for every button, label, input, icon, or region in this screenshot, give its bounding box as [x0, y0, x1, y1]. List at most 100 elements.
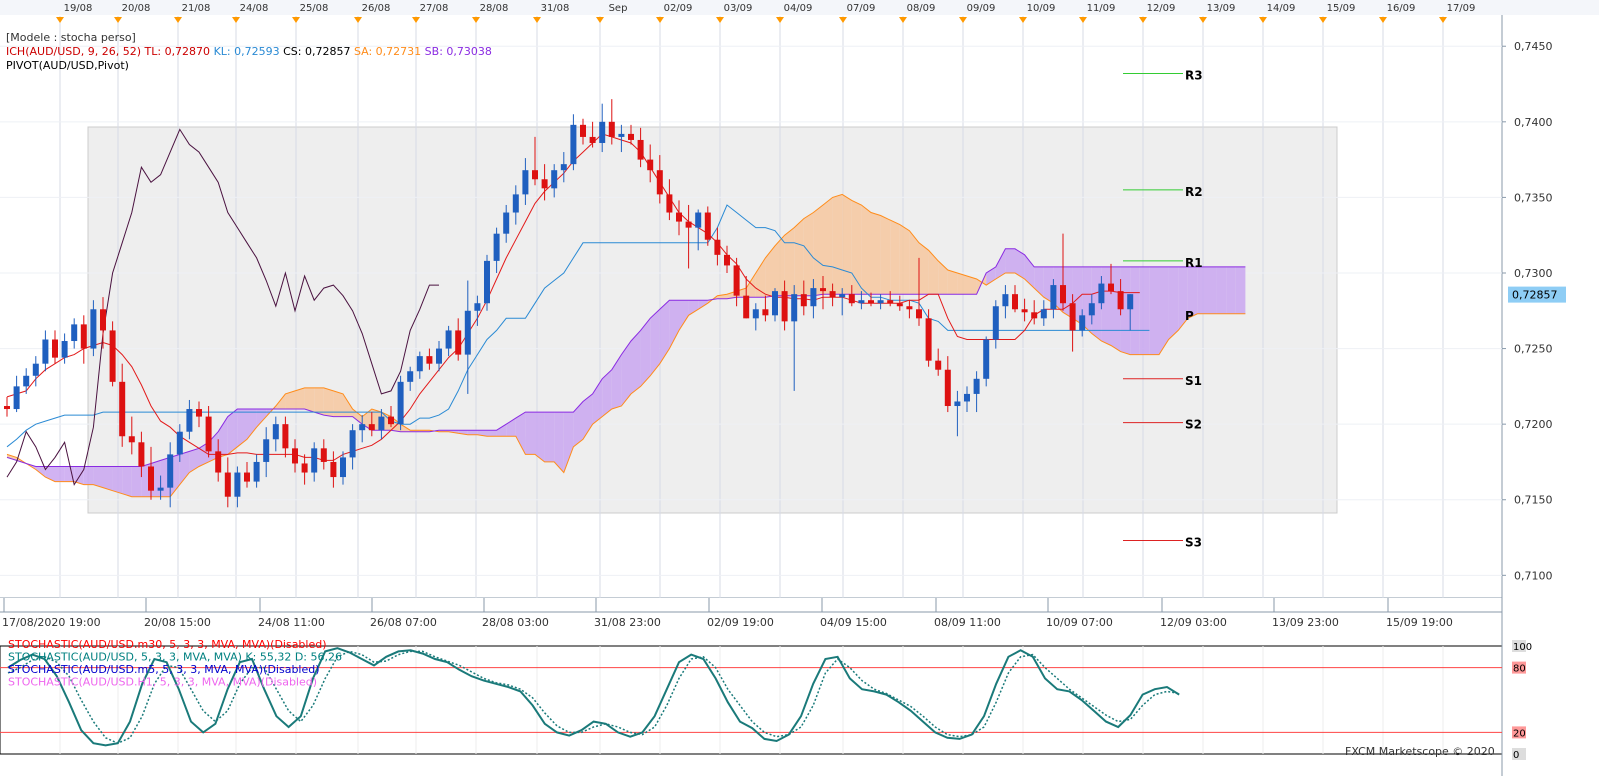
cloud-segment	[813, 204, 823, 296]
candle-body	[349, 430, 356, 458]
cloud-segment	[227, 409, 238, 455]
candle-body	[464, 310, 471, 355]
date-marker-icon	[1079, 17, 1087, 23]
cloud-segment	[986, 266, 996, 286]
candle	[397, 375, 404, 431]
top-date-label: 13/09	[1207, 3, 1236, 14]
cloud-segment	[880, 215, 891, 295]
stoch-tick-label: 0	[1513, 750, 1519, 761]
candle-body	[1108, 283, 1114, 292]
candle	[810, 279, 817, 319]
candle	[61, 333, 68, 364]
pivot-label-r1: R1	[1185, 256, 1203, 270]
candle-body	[628, 133, 634, 140]
candle	[282, 416, 289, 458]
legend-item: TL: 0,72870	[144, 45, 214, 58]
date-marker-icon	[839, 17, 847, 23]
cloud-segment	[112, 466, 123, 494]
candle	[685, 204, 692, 269]
pivot-label-s2: S2	[1185, 418, 1202, 432]
cloud-segment	[496, 424, 507, 437]
cloud-segment	[458, 430, 468, 435]
candle-body	[560, 164, 567, 171]
cloud-segment	[1178, 266, 1188, 331]
candle-body	[829, 291, 836, 298]
current-price-badge	[1508, 286, 1566, 303]
legend-item: CS: 0,72857	[283, 45, 354, 58]
candle-body	[23, 375, 30, 387]
candle	[1069, 294, 1076, 352]
price-tick-label: 0,7350	[1514, 191, 1553, 204]
model-label: [Modele : stocha perso]	[6, 31, 136, 44]
candle	[1079, 309, 1086, 337]
date-marker-icon	[776, 17, 784, 23]
stochastic-panel: STOCHASTIC(AUD/USD.m30, 5, 3, 3, MVA, MV…	[0, 638, 1532, 761]
candle-body	[4, 406, 10, 410]
cloud-segment	[1024, 254, 1035, 289]
senkou-span-a-line	[6, 193, 1246, 498]
cloud-segment	[1101, 266, 1111, 346]
candle	[800, 280, 807, 316]
pivot-label-s3: S3	[1185, 536, 1202, 550]
candle	[560, 152, 567, 183]
candle-body	[541, 179, 548, 189]
time-axis-strip	[0, 598, 1502, 612]
pivot-levels: R3 R2 R1 P S1 S2 S3	[1123, 68, 1203, 550]
candle-body	[743, 295, 750, 319]
date-marker-icon	[1439, 17, 1447, 23]
cloud-segment	[823, 197, 833, 295]
top-date-label: 24/08	[240, 3, 269, 14]
price-tick-label: 0,7300	[1514, 267, 1553, 280]
candle	[666, 179, 673, 221]
candle-body	[90, 309, 97, 349]
candle-body	[320, 448, 327, 462]
candle-body	[1060, 285, 1066, 304]
cloud-segment	[947, 269, 958, 295]
candle	[1117, 279, 1124, 316]
top-date-label: 09/09	[967, 3, 996, 14]
cloud-segment	[775, 235, 785, 296]
stoch-k-line	[7, 647, 1180, 747]
candle-body	[800, 294, 807, 307]
candle-body	[42, 339, 49, 364]
candle-body	[906, 306, 913, 310]
price-tick-label: 0,7150	[1514, 494, 1553, 507]
stochastic-frame	[0, 645, 1503, 755]
date-marker-icon	[114, 17, 122, 23]
candle-body	[1031, 312, 1038, 319]
candle	[983, 336, 990, 387]
time-label: 28/08 03:00	[482, 616, 549, 629]
candle-body	[32, 363, 39, 376]
date-marker-icon	[716, 17, 724, 23]
cloud-segment	[487, 430, 497, 437]
candle-body	[1069, 303, 1076, 331]
candle	[493, 227, 500, 273]
legend-item: SB: 0,73038	[425, 45, 492, 58]
date-marker-icon	[1199, 17, 1207, 23]
candle	[42, 330, 49, 372]
candle-body	[426, 356, 433, 364]
candle	[311, 442, 318, 482]
cloud-segment	[131, 466, 142, 497]
candle-body	[676, 212, 682, 222]
candle	[224, 457, 231, 508]
candle	[186, 399, 193, 440]
price-tick-label: 0,7200	[1514, 418, 1553, 431]
candle-body	[128, 436, 135, 443]
cloud-segment	[1159, 266, 1169, 355]
cloud-segment	[304, 387, 315, 413]
candle	[119, 363, 126, 447]
candle-body	[724, 254, 730, 266]
cloud-segment	[1226, 266, 1236, 314]
cloud-segment	[679, 300, 689, 331]
candle	[637, 127, 644, 168]
candle-body	[368, 424, 375, 431]
candle	[522, 158, 529, 205]
candle-body	[493, 233, 500, 261]
candle	[1088, 294, 1095, 325]
candle-body	[637, 139, 644, 160]
candle	[781, 280, 788, 331]
stoch-tick-bg	[1512, 748, 1526, 760]
candle-body	[196, 409, 202, 417]
